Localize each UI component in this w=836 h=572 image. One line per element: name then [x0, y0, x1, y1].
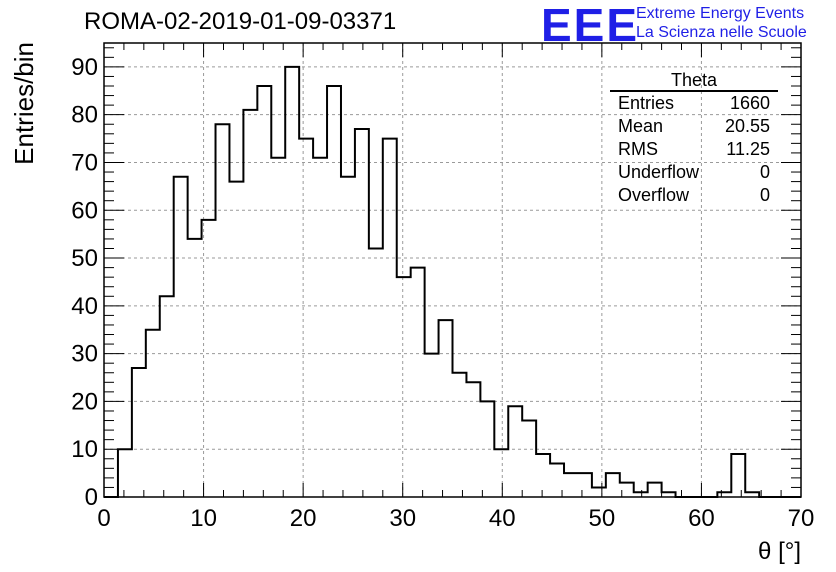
- histogram-bin: [508, 406, 522, 497]
- histogram-bin: [592, 487, 606, 497]
- histogram-bin: [369, 248, 383, 497]
- chart-title: ROMA-02-2019-01-09-03371: [84, 8, 397, 35]
- y-tick-label: 80: [71, 102, 98, 129]
- stats-row-overflow: Overflow 0: [610, 184, 778, 207]
- logo-line-2: La Scienza nelle Scuole: [636, 24, 807, 41]
- histogram-bin: [425, 354, 439, 497]
- y-axis-label: Entries/bin: [9, 42, 39, 165]
- tick-labels: 0 10 20 30 40 50 60 70 0 10 20 30 40 50 60 70 80 90: [71, 54, 814, 532]
- y-tick-label: 10: [71, 436, 98, 463]
- stats-row-underflow: Underflow 0: [610, 161, 778, 184]
- x-tick-label: 0: [97, 505, 110, 532]
- histogram-bin: [564, 473, 578, 497]
- stats-row-rms: RMS 11.25: [610, 138, 778, 161]
- histogram-bin: [285, 67, 299, 497]
- logo-text: Extreme Energy Events La Scienza nelle S…: [636, 4, 807, 42]
- stats-row-entries: Entries 1660: [610, 92, 778, 115]
- histogram-bin: [257, 86, 271, 497]
- stats-label: Underflow: [618, 162, 700, 182]
- plot-frame: [103, 42, 802, 498]
- stats-value: 20.55: [724, 116, 770, 136]
- histogram-bin: [453, 373, 467, 497]
- histogram-bin: [383, 139, 397, 497]
- y-tick-label: 30: [71, 341, 98, 368]
- stats-value: 11.25: [726, 139, 770, 159]
- histogram-bin: [606, 473, 620, 497]
- histogram-bin: [397, 277, 411, 497]
- eee-logo: EEE: [541, 0, 640, 51]
- stats-label: Overflow: [618, 185, 690, 205]
- x-axis-label: θ [°]: [758, 538, 801, 565]
- stats-value: 0: [759, 162, 770, 182]
- x-tick-label: 10: [190, 505, 217, 532]
- x-tick-label: 20: [290, 505, 317, 532]
- stats-label: RMS: [618, 139, 658, 159]
- x-tick-label: 50: [589, 505, 616, 532]
- histogram-bin: [522, 421, 536, 497]
- histogram-bin: [536, 454, 550, 497]
- histogram-bin: [578, 473, 592, 497]
- histogram-bin: [411, 268, 425, 497]
- histogram-bin: [466, 382, 480, 497]
- histogram-bin: [327, 86, 341, 497]
- histogram-bin: [299, 139, 313, 497]
- histogram-bin: [355, 129, 369, 497]
- stats-title: Theta: [610, 70, 778, 92]
- histogram-bin: [174, 177, 188, 497]
- histogram-bin: [648, 483, 662, 497]
- y-tick-label: 70: [71, 149, 98, 176]
- histogram-bin: [160, 296, 174, 497]
- x-tick-label: 30: [389, 505, 416, 532]
- histogram-bin: [146, 330, 160, 497]
- y-tick-label: 40: [71, 293, 98, 320]
- axes: [103, 42, 802, 498]
- histogram-bin: [271, 158, 285, 497]
- histogram-bin: [243, 110, 257, 497]
- stats-box: Theta Entries 1660 Mean 20.55 RMS 11.25 …: [610, 70, 778, 207]
- grid: [104, 43, 801, 497]
- y-tick-label: 90: [71, 54, 98, 81]
- x-tick-label: 70: [788, 505, 815, 532]
- stats-label: Mean: [618, 116, 664, 136]
- histogram-bin: [188, 239, 202, 497]
- y-tick-label: 50: [71, 245, 98, 272]
- histogram-bin: [118, 449, 132, 497]
- stats-label: Entries: [618, 93, 675, 113]
- histogram-bin: [494, 449, 508, 497]
- stats-value: 1660: [729, 93, 770, 113]
- x-tick-label: 60: [688, 505, 715, 532]
- y-tick-label: 60: [71, 197, 98, 224]
- histogram-bin: [731, 454, 745, 497]
- stats-row-mean: Mean 20.55: [610, 115, 778, 138]
- y-tick-label: 20: [71, 388, 98, 415]
- x-tick-label: 40: [489, 505, 516, 532]
- y-tick-label: 0: [85, 484, 98, 511]
- histogram-bin: [313, 158, 327, 497]
- logo-line-1: Extreme Energy Events: [636, 5, 805, 22]
- histogram-bin: [132, 368, 146, 497]
- histogram-outline: [104, 65, 801, 498]
- histogram-bin: [439, 320, 453, 497]
- histogram-bin: [216, 124, 230, 497]
- stats-value: 0: [759, 185, 770, 205]
- histogram-series: [104, 65, 801, 498]
